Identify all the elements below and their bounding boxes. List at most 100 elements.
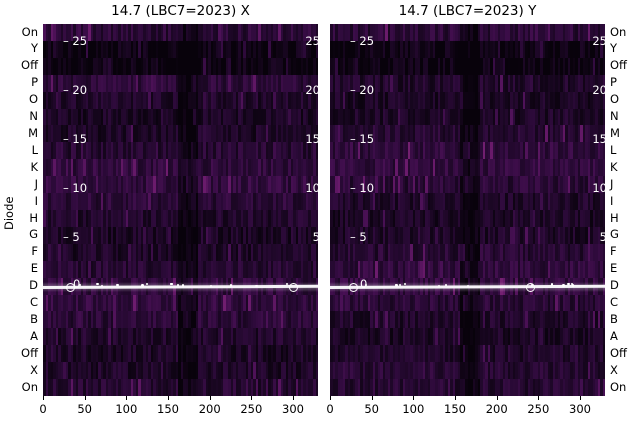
heatmap-cell [270,40,274,59]
heatmap-cell [218,40,222,59]
heatmap-cell [315,159,318,177]
heatmap-cell [70,91,74,110]
heatmap-cell [180,57,184,76]
heatmap-cell [70,57,74,76]
x-tick-mark [293,396,294,400]
heatmap-cell [85,176,89,194]
heatmap-cell [90,24,94,42]
heatmap-cell [123,210,127,228]
heatmap-cell [230,125,234,143]
x-tick-mark [413,396,415,400]
heatmap-cell [245,74,249,93]
heatmap-cell [185,176,189,194]
heatmap-cell [80,142,84,160]
heatmap-cell [178,159,182,177]
heatmap-cell [123,193,127,211]
heatmap-cell [68,74,72,93]
heatmap-cell [602,345,605,363]
heatmap-cell [110,91,114,110]
heatmap-cell [83,176,87,194]
heatmap-cell [45,210,49,228]
heatmap-cell [223,142,227,160]
heatmap-cell [235,193,239,211]
heatmap-cell [248,125,252,143]
heatmap-cell [220,40,224,59]
heatmap-cell [310,74,314,93]
heatmap-cell [315,294,318,313]
heatmap-cell [258,125,262,143]
heatmap-cell [60,125,64,143]
heatmap-cell [315,260,318,279]
heatmap-cell [50,57,54,76]
heatmap-cell [218,57,222,76]
heatmap-cell [120,176,124,194]
heatmap-cell [238,74,242,93]
heatmap-cell [50,193,54,211]
heatmap-cell [160,159,164,177]
heatmap-cell [290,74,294,93]
heatmap-cell [115,176,119,194]
heatmap-cell [65,210,69,228]
heatmap-cell [193,91,197,110]
row-label-right: L [610,142,617,157]
row-label-left: H [29,210,38,225]
heatmap-cell [195,57,199,76]
heatmap-cell [220,193,224,211]
heatmap-cell [188,91,192,110]
heatmap-cell [108,40,112,59]
heatmap-cell [195,176,199,194]
heatmap-cell [118,40,122,59]
heatmap-cell [158,91,162,110]
heatmap-cell [138,40,142,59]
heatmap-cell [228,24,232,42]
heatmap-cell [135,210,139,228]
heatmap-cell [235,24,239,42]
heatmap-cell [223,91,227,110]
heatmap-cell [63,176,67,194]
heatmap-cell [205,24,209,42]
heatmap-cell [73,159,77,177]
heatmap-cell [215,125,219,143]
heatmap-cell [190,193,194,211]
heatmap-cell [155,125,159,143]
heatmap-cell [213,24,217,42]
heatmap-cell [213,159,217,177]
heatmap-cell [283,24,287,42]
heatmap-cell [145,24,149,42]
heatmap-cell [200,176,204,194]
heatmap-cell [120,74,124,93]
heatmap-cell [310,108,314,127]
heatmap-cell [125,74,129,93]
heatmap-cell [255,74,259,93]
heatmap-cell [173,193,177,211]
heatmap-cell [208,24,212,42]
heatmap-cell [228,108,232,127]
heatmap-cell [43,142,47,160]
heatmap-cell [183,91,187,110]
heatmap-cell [195,40,199,59]
heatmap-cell [63,91,67,110]
heatmap-cell [113,108,117,127]
trace-point [444,283,447,287]
heatmap-cell [80,210,84,228]
heatmap-cell [305,159,309,177]
heatmap-cell [175,176,179,194]
heatmap-cell [148,24,152,42]
heatmap-cell [305,57,309,76]
heatmap-cell [210,24,214,42]
heatmap-cell [43,176,47,194]
inner-ytick-right: 5 [599,229,605,244]
heatmap-cell [233,159,237,177]
heatmap-cell [163,57,167,76]
heatmap-cell [290,193,294,211]
heatmap-cell [258,159,262,177]
heatmap-cell [80,24,84,42]
heatmap-cell [225,57,229,76]
heatmap-cell [103,159,107,177]
heatmap-cell [55,40,59,59]
heatmap-cell [178,74,182,93]
heatmap-cell [43,40,47,59]
heatmap-cell [95,125,99,143]
